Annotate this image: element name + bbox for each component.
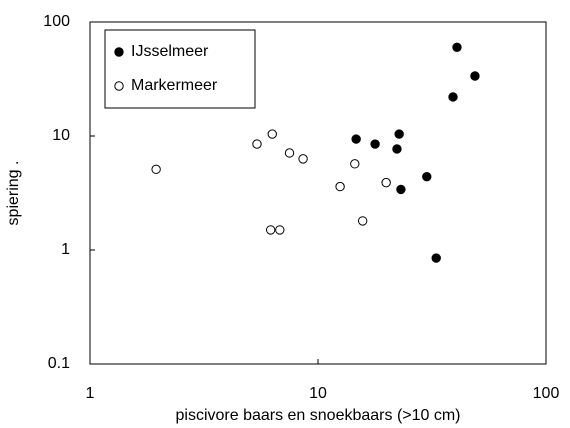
point <box>448 92 458 102</box>
point <box>396 184 406 195</box>
point <box>335 181 345 192</box>
point <box>351 134 361 144</box>
x-tick-label: 10 <box>309 385 327 402</box>
point <box>381 177 391 188</box>
point <box>422 171 432 182</box>
point <box>431 253 441 263</box>
point <box>275 225 285 235</box>
point <box>470 71 480 81</box>
y-tick-label: 1 <box>61 241 70 258</box>
legend-marker <box>114 81 124 91</box>
y-tick-label: 10 <box>52 127 70 144</box>
point <box>350 159 360 169</box>
y-axis-label: spiering . <box>5 161 22 226</box>
point <box>252 139 262 149</box>
y-tick-label: 0.1 <box>48 355 70 372</box>
point <box>298 154 308 164</box>
legend-box <box>104 29 256 109</box>
point <box>370 139 380 149</box>
point <box>265 225 276 235</box>
x-tick-label: 100 <box>533 385 560 402</box>
x-tick-label: 1 <box>86 385 95 402</box>
legend-label: IJsselmeer <box>131 43 209 60</box>
point <box>452 42 462 52</box>
y-tick-label: 100 <box>43 13 70 30</box>
point <box>267 129 277 139</box>
point <box>284 148 295 158</box>
point <box>392 144 402 154</box>
x-axis-label: piscivore baars en snoekbaars (>10 cm) <box>175 407 460 424</box>
legend-marker <box>114 47 124 57</box>
point <box>394 129 404 139</box>
point <box>357 216 368 226</box>
legend-label: Markermeer <box>131 77 218 94</box>
point <box>151 164 161 175</box>
